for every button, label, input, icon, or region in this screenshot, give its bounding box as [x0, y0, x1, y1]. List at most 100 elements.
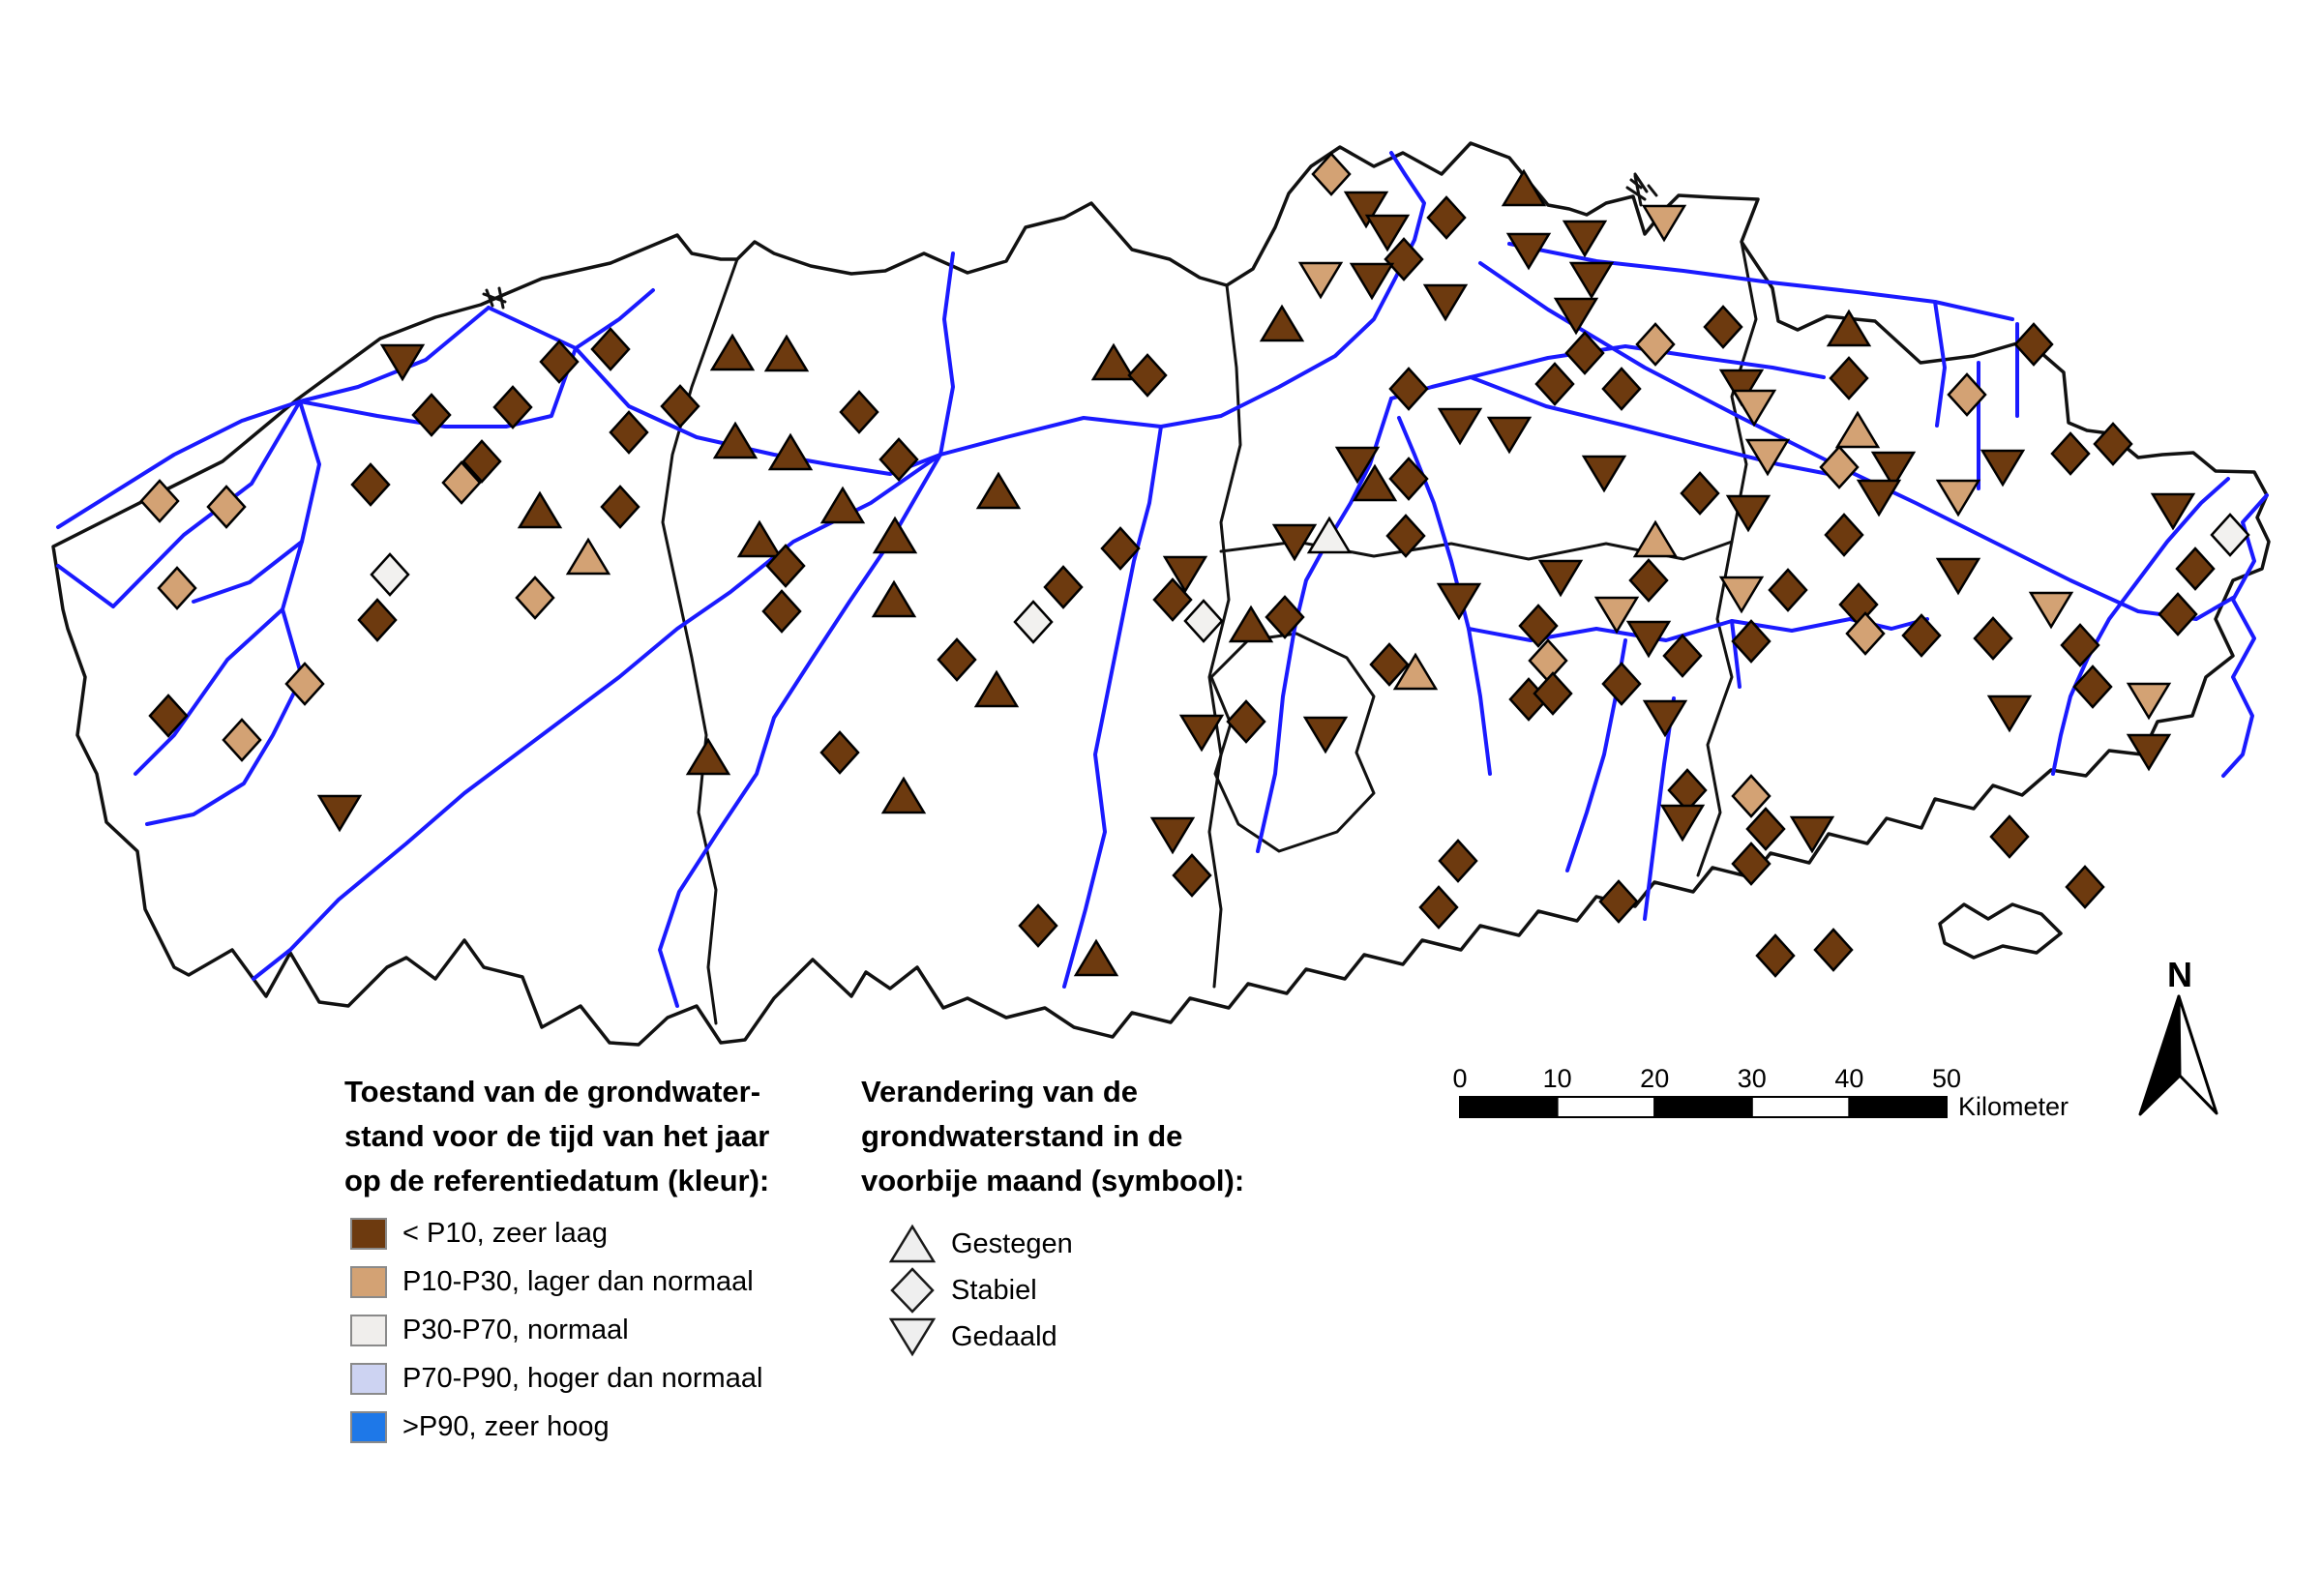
marker-stabiel-diamond [139, 479, 180, 523]
marker-gedaald-triangle [1642, 699, 1688, 738]
marker-stabiel-diamond [350, 462, 391, 507]
marker-gedaald-triangle [2126, 733, 2172, 772]
marker-stabiel-diamond [1768, 568, 1808, 612]
marker-stabiel-diamond [1043, 565, 1084, 609]
marker-gestegen-triangle [712, 421, 759, 459]
marker-gestegen-triangle [1073, 938, 1119, 977]
marker-gestegen-triangle [871, 579, 917, 618]
north-arrow-left-half [2138, 994, 2182, 1116]
marker-stabiel-diamond [357, 598, 398, 642]
scale-bar-segment [1750, 1096, 1851, 1118]
marker-stabiel-diamond [819, 730, 860, 775]
swatch-lager-icon [350, 1265, 387, 1298]
marker-gedaald-triangle [1349, 262, 1395, 301]
marker-stabiel-diamond [1533, 671, 1573, 716]
marker-stabiel-diamond [2175, 547, 2216, 591]
legend-item-gedaald: Gedaald [885, 1314, 1073, 1360]
scale-tick-label: 10 [1543, 1064, 1572, 1093]
marker-gedaald-triangle [1986, 695, 2033, 733]
marker-stabiel-diamond [2210, 513, 2250, 557]
marker-stabiel-diamond [1226, 699, 1266, 744]
marker-stabiel-diamond [1662, 634, 1703, 678]
marker-stabiel-diamond [2013, 322, 2054, 367]
legend-item-stabiel: Stabiel [885, 1267, 1073, 1314]
marker-gedaald-triangle [316, 794, 363, 833]
marker-stabiel-diamond [761, 589, 802, 634]
marker-gestegen-triangle [1090, 342, 1137, 381]
marker-stabiel-diamond [1385, 514, 1426, 558]
marker-gestegen-triangle [1834, 410, 1881, 449]
marker-gedaald-triangle [1562, 220, 1608, 258]
marker-gedaald-triangle [1593, 596, 1640, 635]
marker-stabiel-diamond [1127, 353, 1168, 398]
marker-stabiel-diamond [222, 718, 262, 762]
marker-gedaald-triangle [1364, 214, 1411, 252]
marker-stabiel-diamond [411, 393, 452, 437]
symbol-legend: Gestegen Stabiel Gedaald [885, 1221, 1073, 1360]
marker-gedaald-triangle [1486, 416, 1533, 455]
marker-stabiel-diamond [1680, 471, 1720, 516]
scale-bar-segment [1653, 1096, 1753, 1118]
marker-stabiel-diamond [765, 544, 806, 588]
marker-gedaald-triangle [379, 343, 426, 382]
marker-stabiel-diamond [1388, 457, 1429, 501]
marker-gedaald-triangle [1537, 559, 1584, 598]
scale-tick-label: 30 [1738, 1064, 1767, 1093]
swatch-zeer-laag-icon [350, 1217, 387, 1250]
marker-stabiel-diamond [1369, 642, 1410, 687]
marker-stabiel-diamond [1731, 619, 1771, 664]
marker-gestegen-triangle [709, 333, 756, 371]
marker-stabiel-diamond [1947, 372, 1987, 417]
marker-gedaald-triangle [1302, 716, 1349, 754]
marker-stabiel-diamond [1628, 558, 1669, 603]
legend-item-normaal: P30-P70, normaal [350, 1306, 762, 1354]
marker-stabiel-diamond [1311, 152, 1352, 196]
marker-stabiel-diamond [1731, 774, 1771, 818]
marker-stabiel-diamond [1635, 322, 1676, 367]
scale-unit-label: Kilometer [1958, 1092, 2069, 1121]
marker-gedaald-triangle [1725, 494, 1771, 533]
marker-stabiel-diamond [2093, 422, 2133, 466]
marker-stabiel-diamond [1384, 237, 1424, 281]
marker-stabiel-diamond [370, 552, 410, 597]
marker-stabiel-diamond [2060, 623, 2100, 667]
scale-tick-label: 20 [1640, 1064, 1669, 1093]
scale-tick-label: 50 [1932, 1064, 1961, 1093]
marker-stabiel-diamond [1528, 638, 1568, 683]
legend-item-zeer-laag: < P10, zeer laag [350, 1209, 762, 1257]
marker-stabiel-diamond [539, 340, 580, 384]
marker-gedaald-triangle [1271, 523, 1318, 562]
marker-stabiel-diamond [157, 566, 197, 610]
marker-gedaald-triangle [1980, 449, 2026, 488]
swatch-hoger-icon [350, 1362, 387, 1395]
marker-stabiel-diamond [1601, 367, 1642, 411]
marker-gedaald-triangle [1297, 261, 1344, 300]
marker-gestegen-triangle [1306, 516, 1353, 554]
marker-gedaald-triangle [1789, 815, 1835, 854]
marker-gestegen-triangle [1259, 304, 1305, 342]
marker-gedaald-triangle [1935, 557, 1981, 596]
marker-gestegen-triangle [973, 669, 1020, 708]
marker-gedaald-triangle [1568, 261, 1615, 300]
marker-stabiel-diamond [1418, 885, 1459, 930]
diamond-icon [885, 1267, 939, 1314]
marker-stabiel-diamond [600, 485, 640, 529]
marker-gestegen-triangle [685, 737, 731, 776]
marker-gedaald-triangle [1744, 438, 1791, 477]
marker-stabiel-diamond [1819, 445, 1860, 489]
legend-item-lager: P10-P30, lager dan normaal [350, 1257, 762, 1306]
marker-stabiel-diamond [1013, 600, 1054, 644]
marker-gestegen-triangle [1632, 519, 1679, 558]
marker-stabiel-diamond [1703, 305, 1743, 349]
marker-stabiel-diamond [1534, 362, 1575, 406]
marker-stabiel-diamond [1564, 331, 1605, 375]
marker-gestegen-triangle [736, 519, 783, 558]
groundwater-markers [139, 152, 2250, 978]
marker-gestegen-triangle [1392, 652, 1439, 691]
marker-stabiel-diamond [2158, 592, 2198, 636]
marker-gestegen-triangle [767, 432, 814, 471]
color-legend-title: Toestand van de grondwater- stand voor d… [344, 1075, 770, 1197]
marker-stabiel-diamond [609, 410, 649, 455]
symbol-legend-title: Verandering van de grondwaterstand in de… [861, 1075, 1245, 1197]
